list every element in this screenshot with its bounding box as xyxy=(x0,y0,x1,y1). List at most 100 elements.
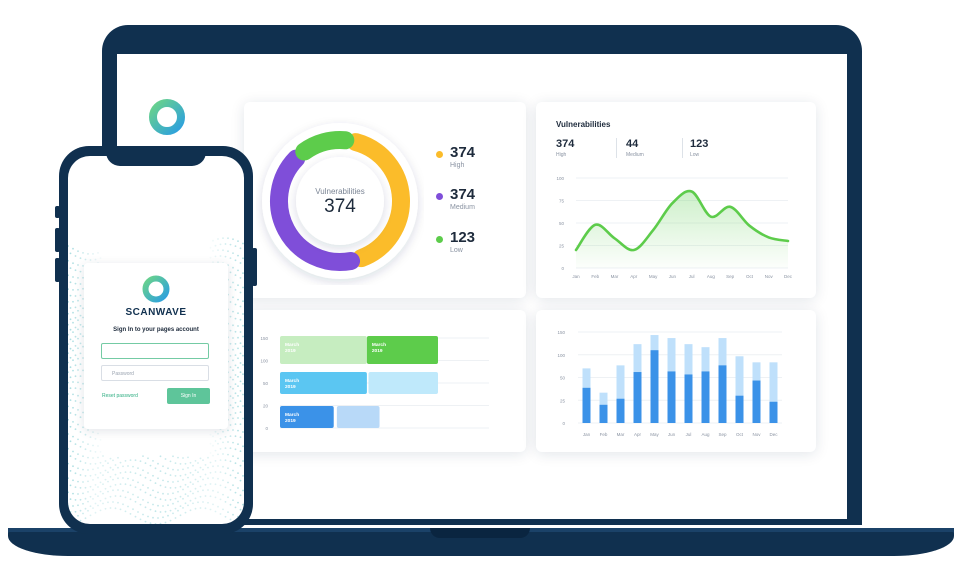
pattern-dot xyxy=(117,456,119,459)
pattern-dot xyxy=(77,319,79,322)
donut-center-label: Vulnerabilities xyxy=(315,187,365,196)
pattern-dot xyxy=(82,369,84,372)
pattern-dot xyxy=(174,497,177,500)
pattern-dot xyxy=(72,369,74,372)
pattern-dot xyxy=(114,484,117,486)
pattern-dot xyxy=(102,483,104,486)
pattern-dot xyxy=(222,453,224,455)
email-input[interactable] xyxy=(101,343,209,359)
pattern-dot xyxy=(68,433,69,435)
pattern-dot xyxy=(179,485,182,488)
timeline-bar-segment xyxy=(280,336,367,364)
pattern-dot xyxy=(74,400,77,402)
timeline-bar-segment xyxy=(368,372,438,394)
pattern-dot xyxy=(109,457,112,460)
pattern-dot xyxy=(122,489,124,492)
pattern-dot xyxy=(72,492,74,495)
pattern-dot xyxy=(232,369,234,372)
y-tick-label: 20 xyxy=(263,404,269,409)
pattern-dot xyxy=(217,442,219,445)
pattern-dot xyxy=(77,504,79,507)
pattern-dot xyxy=(107,501,109,504)
pattern-dot xyxy=(232,455,234,458)
pattern-dot xyxy=(239,436,242,439)
pattern-dot xyxy=(122,503,124,506)
pattern-dot xyxy=(97,456,99,459)
pattern-dot xyxy=(94,438,97,440)
pattern-dot xyxy=(234,354,237,356)
pattern-dot xyxy=(192,474,194,476)
vulnerabilities-line-card: Vulnerabilities 374 High 44 Medium 123 L… xyxy=(536,102,816,298)
pattern-dot xyxy=(209,433,212,436)
pattern-dot xyxy=(209,256,212,259)
pattern-dot xyxy=(224,243,227,245)
pattern-dot xyxy=(209,471,212,474)
pattern-dot xyxy=(112,489,114,492)
pattern-dot xyxy=(239,331,242,333)
bar xyxy=(616,398,625,423)
pattern-dot xyxy=(72,359,74,362)
x-tick-label: Nov xyxy=(752,432,761,437)
pattern-dot xyxy=(129,484,132,487)
pattern-dot xyxy=(72,311,74,314)
pattern-dot xyxy=(202,501,204,503)
pattern-dot xyxy=(77,493,79,495)
y-tick-label: 50 xyxy=(263,381,269,386)
pattern-dot xyxy=(99,451,102,453)
pattern-dot xyxy=(234,303,237,306)
pattern-dot xyxy=(144,462,147,464)
pattern-dot xyxy=(147,487,149,489)
pattern-dot xyxy=(177,509,179,512)
sign-in-button[interactable]: Sign In xyxy=(167,388,210,404)
pattern-dot xyxy=(94,473,97,476)
legend-dot-low xyxy=(436,236,443,243)
pattern-dot xyxy=(119,495,122,498)
pattern-dot xyxy=(109,466,112,469)
pattern-dot xyxy=(194,487,197,490)
pattern-dot xyxy=(142,499,144,501)
pattern-dot xyxy=(169,509,172,512)
x-tick-label: Jul xyxy=(686,432,692,437)
x-tick-label: Jun xyxy=(669,274,677,279)
password-input[interactable]: Password xyxy=(101,365,209,381)
pattern-dot xyxy=(69,470,72,472)
pattern-dot xyxy=(187,467,189,469)
pattern-dot xyxy=(204,473,207,476)
pattern-dot xyxy=(119,472,122,474)
pattern-dot xyxy=(169,487,172,489)
pattern-dot xyxy=(234,330,237,333)
pattern-dot xyxy=(132,465,134,468)
pattern-dot xyxy=(239,390,242,392)
pattern-dot xyxy=(207,477,209,480)
pattern-dot xyxy=(77,347,79,350)
pattern-dot xyxy=(192,483,194,485)
pattern-dot xyxy=(237,443,239,445)
pattern-dot xyxy=(127,477,129,480)
vertical-bar-chart: 0 25 50 100 150 Jan Feb Mar Apr May Jun Jul Aug Sep O… xyxy=(557,330,782,437)
pattern-dot xyxy=(142,469,144,472)
reset-password-link[interactable]: Reset password xyxy=(102,393,138,399)
pattern-dot xyxy=(234,423,237,425)
x-tick-label: Feb xyxy=(600,432,608,437)
pattern-dot xyxy=(69,338,72,341)
pattern-dot xyxy=(124,460,127,462)
pattern-dot xyxy=(72,505,74,507)
pattern-dot xyxy=(69,294,72,297)
y-tick-label: 25 xyxy=(559,244,565,249)
pattern-dot xyxy=(84,497,87,500)
pattern-dot xyxy=(224,255,227,258)
phone-volume-up-button xyxy=(55,228,60,252)
pattern-dot xyxy=(234,259,237,262)
pattern-dot xyxy=(229,386,232,388)
pattern-dot xyxy=(69,307,72,309)
pattern-dot xyxy=(68,245,69,247)
pattern-dot xyxy=(164,521,167,524)
pattern-dot xyxy=(97,445,99,447)
pattern-dot xyxy=(217,491,219,494)
pattern-dot xyxy=(229,301,232,303)
stat-value-low: 123 xyxy=(690,138,709,150)
pattern-dot xyxy=(74,486,77,488)
pattern-dot xyxy=(69,366,72,369)
pattern-dot xyxy=(122,477,124,479)
pattern-dot xyxy=(242,335,244,338)
